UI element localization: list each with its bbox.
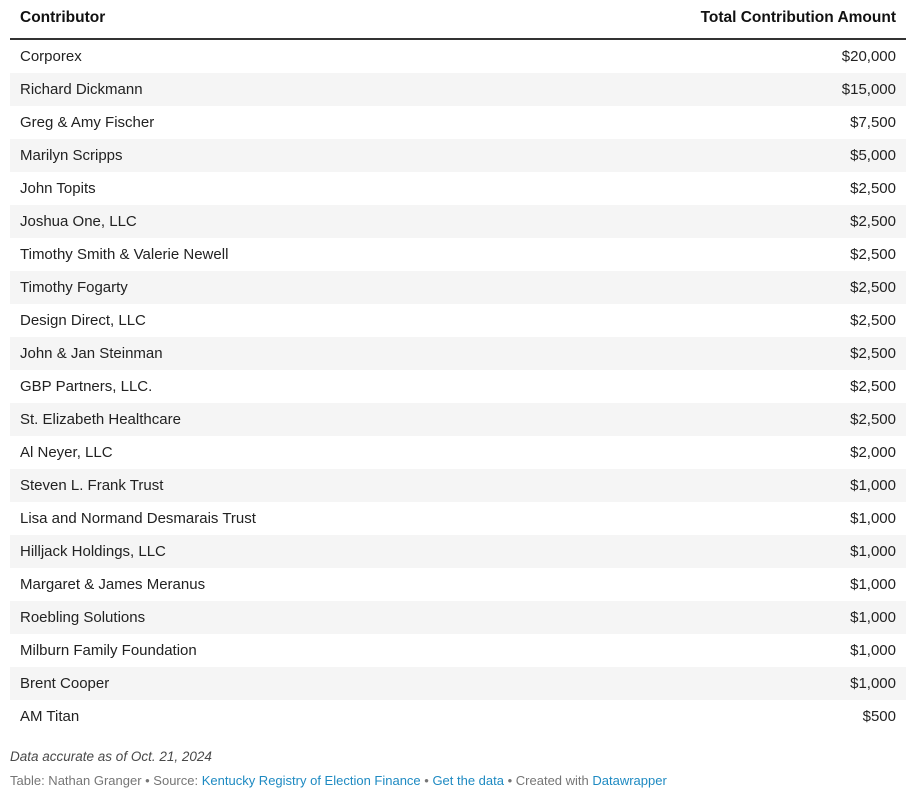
table-row: Milburn Family Foundation $1,000	[10, 634, 906, 667]
amount-cell: $1,000	[458, 667, 906, 700]
table-row: John & Jan Steinman $2,500	[10, 337, 906, 370]
table-row: John Topits $2,500	[10, 172, 906, 205]
amount-cell: $7,500	[850, 114, 896, 131]
contributor-cell: Margaret & James Meranus	[20, 576, 206, 593]
contributor-cell: Richard Dickmann	[10, 73, 458, 106]
footer: Data accurate as of Oct. 21, 2024 Table:…	[10, 748, 906, 789]
table-row: Steven L. Frank Trust $1,000	[10, 469, 906, 502]
contributor-cell: Timothy Fogarty	[10, 271, 458, 304]
data-accuracy-note: Data accurate as of Oct. 21, 2024	[10, 749, 212, 764]
table-row: Al Neyer, LLC $2,000	[10, 436, 906, 469]
table-row: Brent Cooper $1,000	[10, 667, 906, 700]
contributor-cell: Hilljack Holdings, LLC	[10, 535, 458, 568]
column-header-amount: Total Contribution Amount	[458, 0, 906, 40]
amount-cell: $500	[862, 708, 896, 725]
contributor-cell: Marilyn Scripps	[10, 139, 458, 172]
table-row: Joshua One, LLC $2,500	[10, 205, 906, 238]
contributor-cell: Milburn Family Foundation	[20, 642, 197, 659]
table-row: AM Titan $500	[10, 700, 906, 733]
table-row: Marilyn Scripps $5,000	[10, 139, 906, 172]
contributor-cell: John & Jan Steinman	[10, 337, 458, 370]
amount-cell: $1,000	[850, 510, 896, 527]
table-row: Hilljack Holdings, LLC $1,000	[10, 535, 906, 568]
amount-cell: $2,500	[850, 312, 896, 329]
table-row: Margaret & James Meranus $1,000	[10, 568, 906, 601]
table-row: GBP Partners, LLC. $2,500	[10, 370, 906, 403]
table-header: Contributor Total Contribution Amount	[10, 0, 906, 40]
amount-cell: $2,500	[458, 337, 906, 370]
table-row: Corporex $20,000	[10, 39, 906, 73]
amount-cell: $1,000	[458, 469, 906, 502]
contributor-cell: Lisa and Normand Desmarais Trust	[20, 510, 256, 527]
amount-cell: $2,500	[458, 403, 906, 436]
amount-cell: $2,500	[850, 378, 896, 395]
contributor-cell: Timothy Smith & Valerie Newell	[20, 246, 229, 263]
column-header-contributor: Contributor	[10, 0, 458, 40]
byline-separator-2: • Created with	[504, 773, 593, 788]
table-row: Greg & Amy Fischer $7,500	[10, 106, 906, 139]
table-row: Lisa and Normand Desmarais Trust $1,000	[10, 502, 906, 535]
table-row: St. Elizabeth Healthcare $2,500	[10, 403, 906, 436]
contributor-cell: Brent Cooper	[10, 667, 458, 700]
amount-cell: $1,000	[850, 642, 896, 659]
header-row: Contributor Total Contribution Amount	[10, 0, 906, 40]
contributor-cell: GBP Partners, LLC.	[20, 378, 153, 395]
contributor-cell: Al Neyer, LLC	[20, 444, 113, 461]
table-row: Richard Dickmann $15,000	[10, 73, 906, 106]
amount-cell: $20,000	[841, 48, 896, 65]
table-row: Timothy Smith & Valerie Newell $2,500	[10, 238, 906, 271]
amount-cell: $2,500	[458, 205, 906, 238]
contributor-cell: Steven L. Frank Trust	[10, 469, 458, 502]
table-row: Timothy Fogarty $2,500	[10, 271, 906, 304]
byline-prefix: Table: Nathan Granger • Source:	[10, 773, 202, 788]
byline: Table: Nathan Granger • Source: Kentucky…	[10, 772, 906, 789]
contributor-cell: Greg & Amy Fischer	[20, 114, 155, 131]
datawrapper-link[interactable]: Datawrapper	[592, 773, 667, 788]
contributor-cell: Joshua One, LLC	[10, 205, 458, 238]
source-link[interactable]: Kentucky Registry of Election Finance	[201, 773, 421, 788]
contributions-table: Contributor Total Contribution Amount Co…	[10, 0, 906, 733]
table-container: Contributor Total Contribution Amount Co…	[10, 0, 906, 789]
amount-cell: $2,500	[850, 180, 896, 197]
contributor-cell: John Topits	[20, 180, 96, 197]
get-the-data-link[interactable]: Get the data	[432, 773, 504, 788]
byline-separator-1: •	[420, 773, 433, 788]
amount-cell: $2,000	[850, 444, 896, 461]
table-row: Design Direct, LLC $2,500	[10, 304, 906, 337]
amount-cell: $15,000	[458, 73, 906, 106]
amount-cell: $2,500	[850, 246, 896, 263]
amount-cell: $2,500	[458, 271, 906, 304]
table-row: Roebling Solutions $1,000	[10, 601, 906, 634]
amount-cell: $1,000	[458, 535, 906, 568]
amount-cell: $1,000	[458, 601, 906, 634]
contributor-cell: Design Direct, LLC	[20, 312, 146, 329]
amount-cell: $1,000	[850, 576, 896, 593]
contributor-cell: AM Titan	[20, 708, 80, 725]
contributor-cell: St. Elizabeth Healthcare	[10, 403, 458, 436]
contributor-cell: Corporex	[20, 48, 82, 65]
contributor-cell: Roebling Solutions	[10, 601, 458, 634]
table-body: Corporex $20,000 Richard Dickmann $15,00…	[10, 39, 906, 733]
amount-cell: $5,000	[458, 139, 906, 172]
